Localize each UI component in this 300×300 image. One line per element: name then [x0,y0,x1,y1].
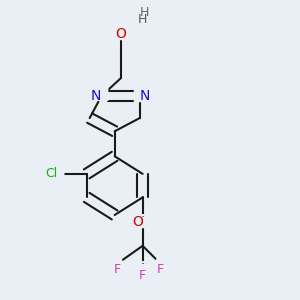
Text: Cl: Cl [45,167,57,180]
Text: O: O [132,215,142,229]
Text: F: F [157,263,164,276]
Text: F: F [137,260,148,278]
Text: F: F [139,269,146,282]
Text: N: N [140,89,150,103]
Text: N: N [91,89,101,103]
Text: Cl: Cl [48,165,66,183]
Text: F: F [154,254,166,272]
Text: N: N [132,87,147,105]
Text: O: O [135,213,150,231]
Text: H: H [140,6,149,19]
Text: H: H [131,11,145,29]
Text: H: H [138,13,148,26]
Text: F: F [114,263,121,276]
Text: N: N [94,87,109,105]
Text: F: F [112,254,123,272]
Text: O: O [115,27,126,41]
Text: O: O [113,26,128,44]
